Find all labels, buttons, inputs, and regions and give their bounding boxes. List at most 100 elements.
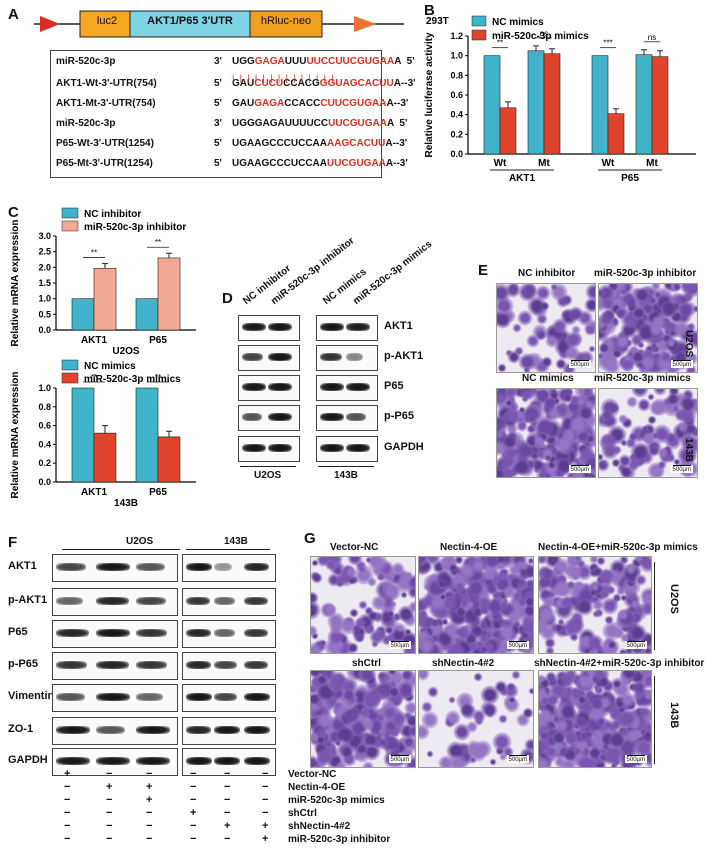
blot-band xyxy=(244,629,268,637)
blot-band xyxy=(136,597,166,605)
blot-band xyxy=(244,597,268,605)
micrograph: 500µm xyxy=(310,556,416,654)
blot-band xyxy=(96,629,130,637)
cellline-bracket xyxy=(654,562,655,650)
blot-row-label: GAPDH xyxy=(8,754,48,766)
blot-band xyxy=(320,444,344,452)
blot-band xyxy=(56,726,90,734)
seq-segment: UUCGUGAA xyxy=(328,118,387,129)
y-tick-label: 0.2 xyxy=(450,129,463,139)
blot-band xyxy=(268,383,292,391)
seq-row-sequence: GAUGAGACCACCCUUCGUGAAA--3' xyxy=(232,98,408,109)
condition-mark: − xyxy=(64,833,71,845)
seq-row-sequence: UGGGAGAUUUUUCCUUCGUGAAA 5' xyxy=(232,56,415,67)
legend-label: NC inhibitor xyxy=(84,209,141,220)
blot-band xyxy=(214,661,237,669)
y-tick-label: 1.0 xyxy=(450,51,463,61)
condition-mark: − xyxy=(146,768,153,780)
condition-mark: − xyxy=(146,833,153,845)
seq-end: 5' xyxy=(393,118,408,129)
y-tick-label: 1.2 xyxy=(450,31,463,41)
chart-title: 293T xyxy=(426,16,449,27)
blot-row-label: AKT1 xyxy=(8,560,37,572)
condition-mark: − xyxy=(190,820,197,832)
y-axis-label: Relative mRNA expression xyxy=(10,220,21,347)
scale-bar: 500µm xyxy=(624,755,647,763)
micrograph: 500µm xyxy=(310,670,416,768)
cellline-label: 143B xyxy=(334,470,358,481)
seq-segment: A xyxy=(387,118,394,129)
seq-segment: UUCCUUCGUGAA xyxy=(306,56,395,67)
blot-band xyxy=(346,413,367,421)
x-tick-label: AKT1 xyxy=(81,335,108,346)
sig-label: *** xyxy=(603,39,612,48)
y-tick-label: 0.8 xyxy=(450,70,463,80)
panel-label-e: E xyxy=(478,262,489,279)
group-label: AKT1 xyxy=(509,173,536,184)
cellline-label: 143B xyxy=(683,438,694,462)
y-tick-label: 2.0 xyxy=(38,262,51,272)
blot-band xyxy=(244,661,268,669)
chart-b: 0.0 0.2 0.4 0.6 0.8 1.0 1.2 Relative luciferase… xyxy=(424,15,696,184)
blot-band xyxy=(244,757,270,765)
blot-band xyxy=(96,661,129,669)
legend-label: miR-520c-3p inhibitor xyxy=(84,222,186,233)
micro-title: miR-520c-3p mimics xyxy=(594,373,691,384)
blot-band xyxy=(186,757,212,765)
condition-label: shCtrl xyxy=(288,808,317,819)
blot-band xyxy=(136,563,165,571)
scale-bar: 500µm xyxy=(670,465,693,473)
seq-row-name: AKT1-Mt-3'-UTR(754) xyxy=(56,98,156,109)
blot-band xyxy=(136,661,168,669)
condition-mark: − xyxy=(146,807,153,819)
sequence-alignment-box xyxy=(50,50,382,178)
condition-mark: − xyxy=(262,794,269,806)
condition-mark: − xyxy=(106,794,113,806)
y-tick-label: 2.5 xyxy=(38,247,51,257)
blot-band xyxy=(268,444,292,452)
legend-swatch xyxy=(471,29,487,41)
blot-band xyxy=(244,726,270,734)
blot-band xyxy=(320,323,344,331)
seq-segment: CUUCGUGAA xyxy=(320,98,387,109)
sig-label: ns xyxy=(540,29,548,38)
y-tick-label: 0.6 xyxy=(450,90,463,100)
condition-mark: − xyxy=(190,794,197,806)
seq-row-sequence: GAUCUCUCCACGGGUAGCACUUA--3' xyxy=(232,78,416,89)
y-tick-label: 0.0 xyxy=(450,149,463,159)
y-tick-label: 1.0 xyxy=(38,383,51,393)
scale-bar: 500µm xyxy=(388,755,411,763)
seq-segment: GAGA xyxy=(254,98,285,109)
bar xyxy=(93,267,117,331)
blot-row-label: P65 xyxy=(8,626,28,638)
seq-row-name: AKT1-Wt-3'-UTR(754) xyxy=(56,78,157,89)
seq-row-sequence: UGAAGCCCUCCAAAAGCACUUA--3' xyxy=(232,138,407,149)
construct-utr: AKT1/P65 3'UTR xyxy=(147,15,233,27)
blot-band xyxy=(96,726,125,734)
blot-band xyxy=(136,757,170,765)
blot-band xyxy=(242,323,266,331)
bar xyxy=(157,436,181,483)
condition-mark: − xyxy=(224,794,231,806)
seq-row-end: 5' xyxy=(214,158,222,169)
seq-segment: CCACG xyxy=(283,78,320,89)
panel-label-f: F xyxy=(8,534,18,551)
sig-label: ns xyxy=(648,33,656,42)
bar xyxy=(135,387,159,483)
seq-row-sequence: UGGGAGAUUUUCCUUCGUGAAA 5' xyxy=(232,118,407,129)
panel-label-a: A xyxy=(8,6,19,23)
luciferase-construct-diagram xyxy=(34,10,404,38)
seq-row-name: miR-520c-3p xyxy=(56,56,116,67)
pairing-marks: | | | | | | | | | | | | | | xyxy=(232,73,336,83)
blot-band xyxy=(186,629,211,637)
blot-band xyxy=(214,629,235,637)
bar xyxy=(543,53,561,155)
y-tick-label: 0.4 xyxy=(38,439,51,449)
legend-label: NC mimics xyxy=(84,361,136,372)
panel-label-d: D xyxy=(222,290,233,307)
condition-mark: + xyxy=(262,833,269,845)
x-tick-label: AKT1 xyxy=(81,487,108,498)
y-tick-label: 0.4 xyxy=(450,110,463,120)
sig-label: ** xyxy=(91,373,97,382)
blot-band xyxy=(186,693,212,701)
